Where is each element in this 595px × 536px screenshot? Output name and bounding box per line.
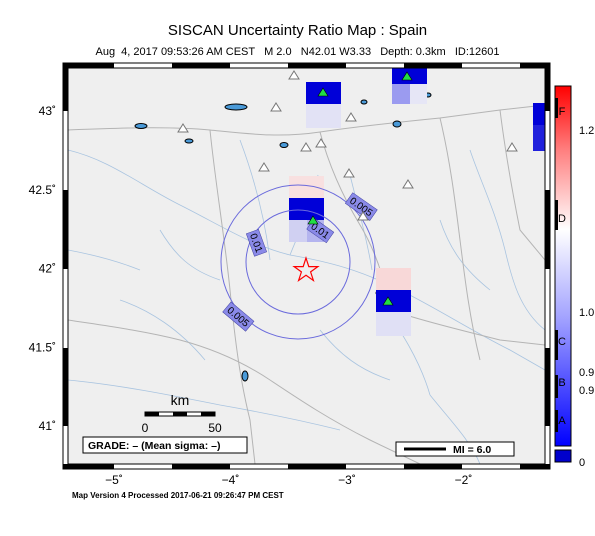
frame-segment: [288, 464, 346, 469]
frame-segment: [63, 63, 114, 68]
frame-segment: [520, 63, 550, 68]
colorbar-letter-A: A: [558, 415, 566, 427]
map-subtitle: Aug 4, 2017 09:53:26 AM CEST M 2.0 N42.0…: [95, 46, 500, 58]
lon-tick-label: −3˚: [338, 473, 356, 487]
frame-segment: [63, 464, 114, 469]
lat-tick-label: 41˚: [39, 419, 56, 433]
svg-text:50: 50: [208, 421, 222, 435]
mi-legend: MI = 6.0: [395, 441, 515, 457]
map-title: SISCAN Uncertainty Ratio Map : Spain: [167, 22, 428, 39]
frame-segment: [404, 63, 462, 68]
svg-text:0: 0: [142, 421, 149, 435]
epicenter-star-icon: [292, 256, 320, 283]
frame-segment: [63, 63, 68, 111]
frame-segment: [545, 63, 550, 111]
latitude-axis: 43˚ 42.5˚ 42˚ 41.5˚ 41˚: [29, 104, 56, 433]
frame-segment: [404, 464, 462, 469]
footer-version: Map Version 4 Processed 2017-06-21 09:26…: [72, 491, 284, 500]
colorbar-mark: [555, 375, 558, 398]
frame-segment: [545, 190, 550, 269]
rivers: [68, 139, 545, 464]
scale-bar: km 0 50: [142, 392, 222, 435]
lon-tick-label: −2˚: [455, 473, 473, 487]
svg-text:GRADE: – (Mean sigma: –): GRADE: – (Mean sigma: –): [88, 440, 220, 452]
frame-segment: [172, 63, 230, 68]
map-frame: [62, 62, 551, 470]
colorbar-value-0: 0: [579, 457, 585, 469]
grade-box: GRADE: – (Mean sigma: –): [82, 436, 248, 454]
colorbar-mark: [555, 330, 558, 360]
frame-segment: [63, 348, 68, 426]
station-triangles-green: [307, 71, 413, 306]
lon-tick-label: −5˚: [105, 473, 123, 487]
frame-segment: [172, 464, 230, 469]
svg-text:km: km: [171, 392, 190, 408]
frame-segment: [288, 63, 346, 68]
frame-segment: [63, 190, 68, 269]
lat-tick-label: 41.5˚: [29, 340, 56, 354]
lat-tick-label: 42˚: [39, 262, 56, 276]
longitude-axis: −5˚ −4˚ −3˚ −2˚: [105, 473, 472, 487]
colorbar-value-0-9a: 0.9: [579, 367, 594, 379]
colorbar-value-0-9b: 0.9: [579, 385, 594, 397]
lon-tick-label: −4˚: [222, 473, 240, 487]
colorbar: F D C B A 1.2 1.0 0.9 0.9 0: [554, 85, 594, 469]
colorbar-mark: [555, 98, 558, 118]
svg-text:MI = 6.0: MI = 6.0: [453, 444, 491, 456]
colorbar-letter-C: C: [558, 336, 566, 348]
colorbar-letter-F: F: [559, 106, 566, 118]
uncertainty-cells: [289, 68, 545, 336]
frame-segment: [520, 464, 550, 469]
colorbar-letter-B: B: [558, 377, 565, 389]
lat-tick-label: 43˚: [39, 104, 56, 118]
colorbar-value-1-2: 1.2: [579, 125, 594, 137]
frame-segment: [545, 348, 550, 426]
colorbar-mark: [555, 200, 558, 230]
lat-tick-label: 42.5˚: [29, 183, 56, 197]
colorbar-mark: [555, 410, 558, 432]
station-triangles: [177, 70, 518, 221]
colorbar-value-1-0: 1.0: [579, 307, 594, 319]
colorbar-letter-D: D: [558, 213, 566, 225]
contour-lines: [220, 184, 376, 340]
